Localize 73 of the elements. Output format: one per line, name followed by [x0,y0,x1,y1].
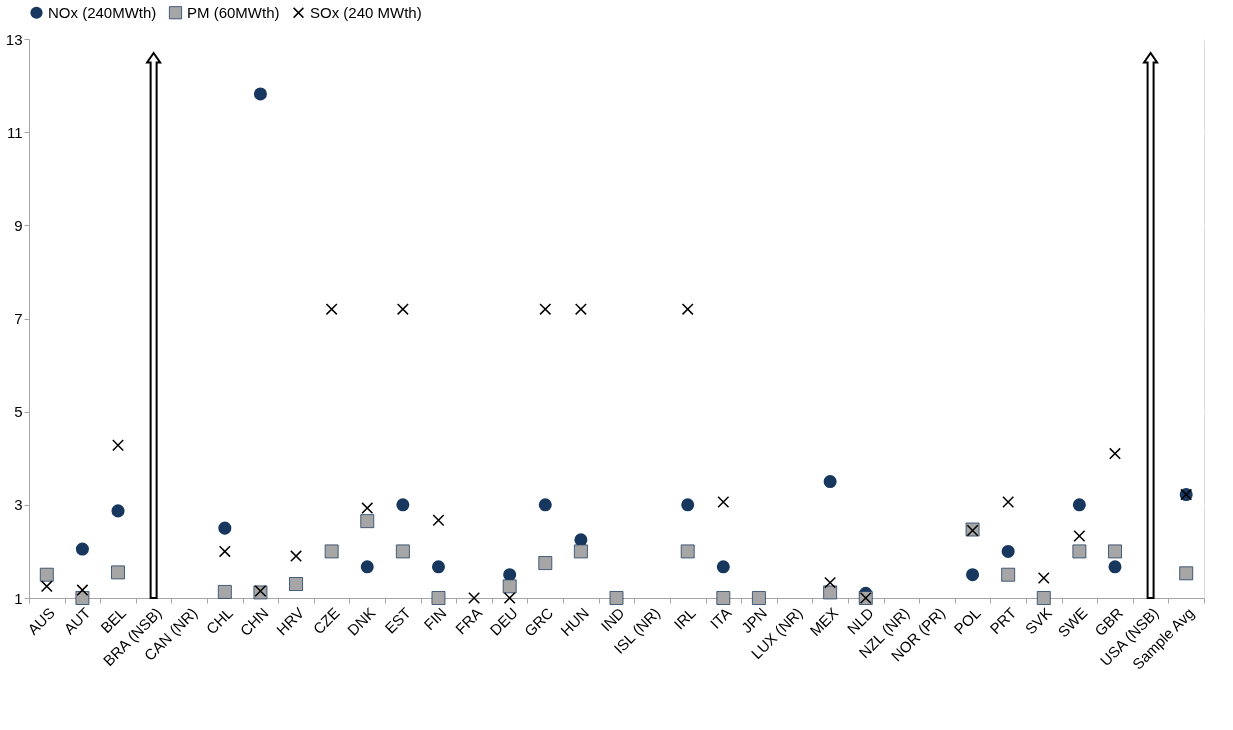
point [1036,591,1051,605]
y-tick-label: 11 [6,123,23,141]
point [111,504,125,518]
point [289,577,303,591]
point [360,514,375,529]
point [40,580,53,593]
point [431,560,445,574]
point [76,584,89,597]
point [1001,544,1015,558]
point [1001,567,1016,582]
point [468,592,481,604]
point [217,585,232,599]
point [1109,447,1121,460]
x-tick-label: POL [950,604,984,638]
x-tick-label: FIN [420,604,450,634]
point [253,87,267,101]
point [538,498,552,512]
x-tick-label: IRL [670,604,699,633]
point [966,568,980,582]
x-tick-label: IND [597,603,628,635]
point [574,303,587,316]
point [396,303,409,316]
point [324,544,339,559]
point [823,475,837,489]
legend-label: PM (60MWth) [187,3,280,21]
point [218,521,232,535]
point [218,545,231,558]
legend-label: NOx (240MWth) [48,3,157,21]
y-tick-label: 3 [14,496,23,514]
point [396,498,410,512]
point [681,498,695,512]
point [361,502,374,515]
point [1108,560,1122,574]
point [1072,498,1086,512]
point [111,565,125,580]
point [823,585,838,600]
point [539,303,552,316]
x-tick-label: ITA [706,604,735,632]
legend-label: SOx (240 MWth) [310,3,422,21]
point [1179,566,1194,581]
point [503,592,516,604]
point [112,439,124,452]
point [431,591,446,605]
point [1073,530,1086,543]
point [432,514,445,527]
point [716,591,731,605]
point [75,591,90,605]
y-tick-label: 5 [14,403,23,421]
point [538,556,553,570]
point [752,591,766,605]
point [39,567,54,582]
y-tick-label: 7 [14,310,23,327]
point [1108,544,1122,559]
point [75,542,89,556]
x-tick-label: CHL [202,604,236,638]
point [609,591,624,605]
point [717,496,730,508]
point [680,544,695,559]
point [716,560,730,574]
y-tick-label: 13 [5,30,23,48]
point [290,550,303,563]
point [681,303,694,316]
point [573,544,588,559]
point [824,576,837,589]
point [1002,496,1015,508]
point [502,579,517,594]
point [395,544,410,559]
point [360,560,374,574]
y-tick-label: 1 [14,589,23,607]
point [325,303,338,316]
point [1037,572,1050,584]
y-tick-label: 9 [14,216,23,234]
point [1072,544,1087,559]
